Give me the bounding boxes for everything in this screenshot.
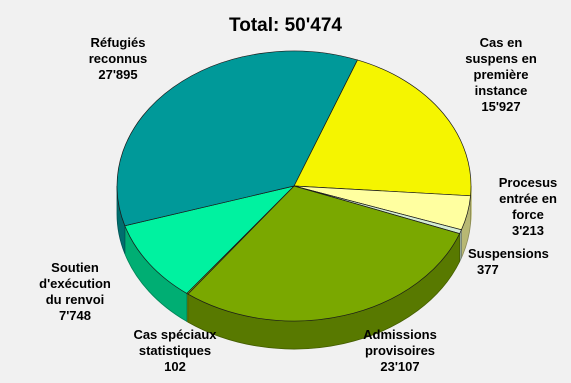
slice-label-suspensions: Suspensions 377 xyxy=(468,246,549,277)
slice-label-cas-speciaux: Cas spéciaux statistiques 102 xyxy=(133,327,217,374)
slice-value: 3'213 xyxy=(511,223,544,238)
slice-value: 27'895 xyxy=(98,67,138,82)
pie-slice-6 xyxy=(116,50,358,227)
slice-label-cas-en-suspens: Cas en suspens en première instance 15'9… xyxy=(465,35,537,114)
slice-label-refugies-reconnus: Réfugiés reconnus 27'895 xyxy=(88,35,148,82)
pie-slice-3 xyxy=(187,185,461,322)
slice-value: 23'107 xyxy=(380,359,420,374)
slice-value: 7'748 xyxy=(58,308,91,323)
slice-label-procesus-entree-en-force: Procesus entrée en force 3'213 xyxy=(498,175,558,238)
slice-value: 102 xyxy=(164,359,186,374)
pie-slice-5 xyxy=(124,185,296,294)
slice-value: 377 xyxy=(477,262,499,277)
chart-title: Total: 50'474 xyxy=(229,15,342,36)
slice-label-admissions-provisoires: Admissions provisoires 23'107 xyxy=(363,327,437,374)
slice-label-soutien-execution-renvoi: Soutien d'exécution du renvoi 7'748 xyxy=(39,260,111,323)
pie-slice-0 xyxy=(293,59,472,197)
slice-value: 15'927 xyxy=(481,99,521,114)
